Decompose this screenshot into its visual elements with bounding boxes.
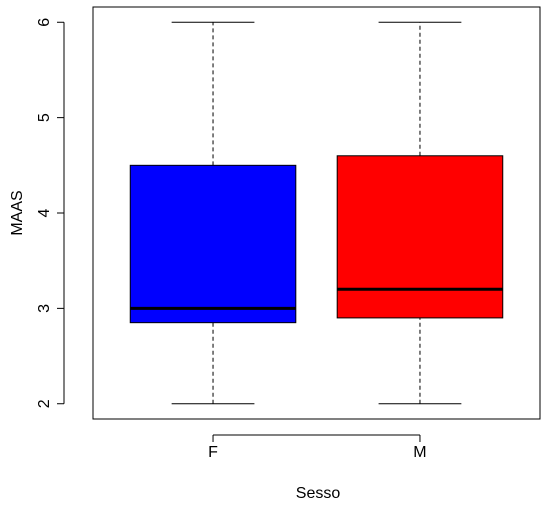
y-tick-label: 5 bbox=[36, 113, 53, 122]
y-axis-label: MAAS bbox=[9, 190, 26, 235]
y-tick-label: 2 bbox=[36, 399, 53, 408]
box bbox=[129, 164, 297, 324]
x-tick-label: F bbox=[208, 444, 218, 461]
plot-frame bbox=[92, 6, 541, 420]
y-tick-label: 4 bbox=[36, 208, 53, 217]
y-tick-label: 3 bbox=[36, 304, 53, 313]
x-tick-label: M bbox=[413, 444, 426, 461]
box bbox=[336, 155, 504, 319]
x-axis-label: Sesso bbox=[296, 485, 341, 502]
y-tick-label: 6 bbox=[36, 18, 53, 27]
